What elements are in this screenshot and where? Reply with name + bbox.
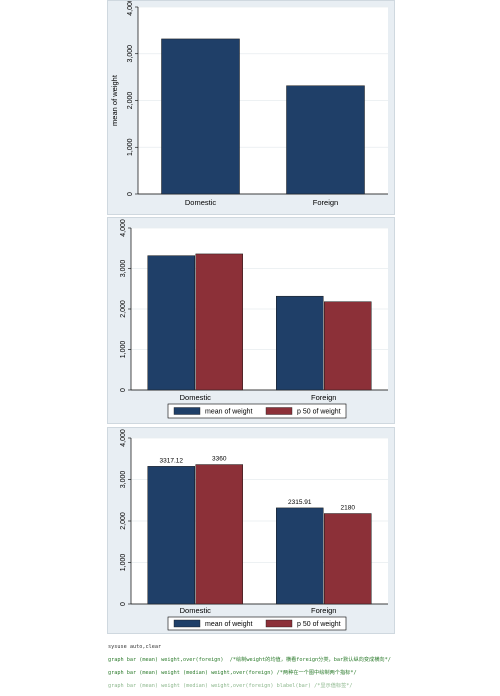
bar-mean bbox=[276, 295, 324, 391]
legend-box bbox=[167, 403, 347, 419]
chart-1: 0 1,000 2,000 3,000 4,000 mean of weight Domes… bbox=[110, 1, 388, 207]
chart-panel-2: 0 1,000 2,000 3,000 4,000 Domestic Foreign mean… bbox=[107, 217, 395, 424]
legend-swatch bbox=[173, 619, 201, 628]
y-tick-label: 2,000 bbox=[127, 92, 134, 110]
y-axis-label: mean of weight bbox=[110, 74, 119, 126]
bar-mean bbox=[147, 466, 195, 605]
legend-label: p 50 of weight bbox=[297, 409, 341, 416]
code-line-4: graph bar (mean) weight (median) weight,… bbox=[108, 682, 353, 689]
x-category-label: Domestic bbox=[185, 198, 217, 207]
chart-panel-3: 0 1,000 2,000 3,000 4,000 3317.12 3360 Domestic… bbox=[107, 427, 395, 634]
code-line-3: graph bar (mean) weight (median) weight,… bbox=[108, 670, 357, 677]
data-label: 3317.12 bbox=[160, 457, 184, 464]
y-tick-label: 4,000 bbox=[120, 429, 127, 447]
x-category-label: Foreign bbox=[311, 393, 336, 402]
code-block: sysuse auto,clear graph bar (mean) weigh… bbox=[108, 638, 398, 696]
data-label: 2180 bbox=[341, 505, 356, 512]
legend-label: mean of weight bbox=[205, 621, 253, 628]
chart-panel-1: 0 1,000 2,000 3,000 4,000 mean of weight Domes… bbox=[107, 0, 395, 215]
x-category-label: Domestic bbox=[180, 393, 212, 402]
bar-median bbox=[324, 301, 372, 391]
bar-median bbox=[324, 513, 372, 605]
y-tick-label: 0 bbox=[127, 192, 134, 196]
y-tick-label: 3,000 bbox=[127, 45, 134, 63]
x-category-label: Foreign bbox=[313, 198, 338, 207]
code-line-1: sysuse auto,clear bbox=[108, 644, 162, 651]
legend-swatch bbox=[265, 407, 293, 415]
y-tick-label: 0 bbox=[120, 388, 127, 392]
y-tick-label: 3,000 bbox=[120, 260, 127, 278]
x-category-label: Foreign bbox=[311, 606, 336, 615]
legend-swatch bbox=[173, 407, 201, 415]
bar-mean bbox=[161, 38, 240, 195]
y-tick-label: 1,000 bbox=[127, 138, 134, 156]
chart-2: 0 1,000 2,000 3,000 4,000 Domestic Foreign mean… bbox=[120, 219, 388, 419]
legend-box bbox=[167, 616, 347, 631]
legend-label: p 50 of weight bbox=[297, 621, 341, 628]
y-tick-label: 1,000 bbox=[120, 341, 127, 359]
y-tick-label: 0 bbox=[120, 602, 127, 606]
y-tick-label: 1,000 bbox=[120, 554, 127, 572]
y-tick-label: 2,000 bbox=[120, 512, 127, 530]
code-line-2: graph bar (mean) weight,over(foreign) /*… bbox=[108, 657, 391, 664]
y-tick-label: 2,000 bbox=[120, 300, 127, 318]
data-label: 3360 bbox=[212, 456, 227, 463]
bar-mean bbox=[276, 507, 324, 605]
bar-median bbox=[195, 464, 243, 605]
bar-median bbox=[195, 253, 243, 391]
bar-mean bbox=[147, 255, 195, 391]
x-category-label: Domestic bbox=[180, 606, 212, 615]
chart-3: 0 1,000 2,000 3,000 4,000 3317.12 3360 Domestic… bbox=[120, 429, 388, 631]
y-tick-label: 3,000 bbox=[120, 471, 127, 489]
y-tick-label: 4,000 bbox=[120, 219, 127, 237]
legend-swatch bbox=[265, 619, 293, 628]
y-tick-label: 4,000 bbox=[127, 1, 134, 16]
legend-label: mean of weight bbox=[205, 409, 253, 416]
data-label: 2315.91 bbox=[288, 499, 312, 506]
bar-mean bbox=[286, 85, 365, 195]
